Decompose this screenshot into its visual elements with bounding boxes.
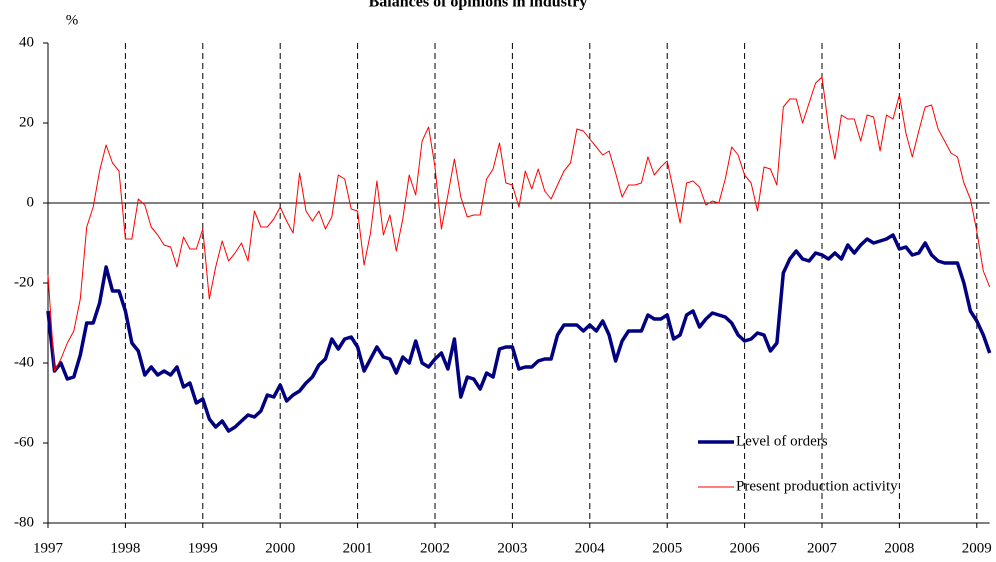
x-tick-label: 2001: [343, 540, 373, 556]
x-tick-label: 2002: [420, 540, 450, 556]
x-tick-label: 2000: [265, 540, 295, 556]
y-tick-label: -80: [14, 514, 34, 530]
y-tick-label: 20: [19, 114, 34, 130]
legend-label: Present production activity: [736, 478, 898, 494]
y-tick-label: -40: [14, 354, 34, 370]
x-tick-label: 2003: [497, 540, 527, 556]
y-unit: %: [66, 12, 79, 28]
x-tick-label: 2007: [807, 540, 838, 556]
line-series: [47, 76, 991, 372]
line-series: [46, 233, 992, 433]
y-tick-label: 0: [27, 194, 35, 210]
x-tick-label: 1999: [188, 540, 218, 556]
x-tick-label: 2008: [884, 540, 914, 556]
y-tick-label: -60: [14, 434, 34, 450]
y-tick-label: -20: [14, 274, 34, 290]
x-tick-label: 2005: [652, 540, 682, 556]
x-tick-label: 2009: [962, 540, 992, 556]
x-tick-label: 1998: [110, 540, 140, 556]
y-tick-label: 40: [19, 34, 34, 50]
x-tick-label: 2006: [730, 540, 761, 556]
x-tick-label: 1997: [33, 540, 64, 556]
legend-label: Level of orders: [736, 433, 828, 449]
x-tick-label: 2004: [575, 540, 606, 556]
chart-title: Balances of opinions in industry: [369, 0, 588, 11]
